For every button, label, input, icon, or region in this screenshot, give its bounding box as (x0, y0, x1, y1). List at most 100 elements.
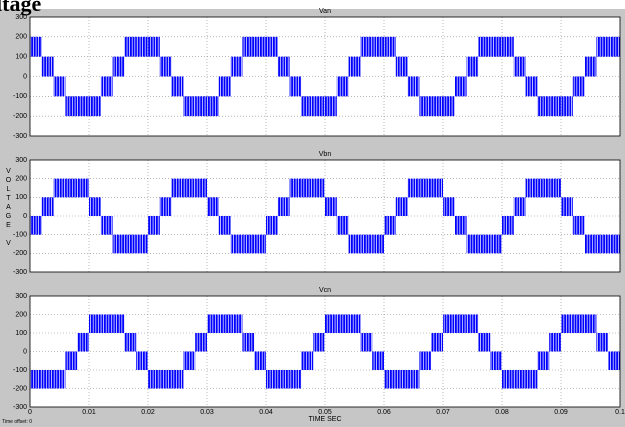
page-title: ltage (0, 0, 42, 16)
pwm-band (195, 178, 207, 198)
pwm-band (53, 370, 66, 389)
pwm-band (478, 234, 491, 254)
pwm-band (584, 56, 597, 77)
pwm-band (325, 96, 337, 117)
pwm-band (53, 76, 66, 97)
pwm-band (561, 96, 573, 117)
pwm-band (183, 178, 196, 198)
pwm-band (301, 96, 314, 117)
pwm-band (443, 96, 455, 117)
axes-frame (29, 159, 621, 273)
pwm-band (77, 96, 89, 117)
pwm-band (513, 370, 526, 389)
pwm-band (266, 216, 278, 235)
pwm-band (336, 216, 349, 235)
y-tick-label: 200 (15, 176, 27, 183)
pwm-band (313, 333, 325, 352)
pwm-band (537, 351, 550, 370)
pwm-band (407, 178, 420, 198)
pwm-band (100, 216, 113, 235)
pwm-band (513, 56, 526, 77)
pwm-band (277, 197, 290, 216)
x-tick-label: 0.08 (495, 409, 509, 416)
pwm-band (89, 314, 101, 333)
pwm-band (100, 314, 113, 333)
x-axis-label: TIME SEC (308, 416, 341, 423)
x-tick-label: 0 (28, 409, 32, 416)
pwm-band (348, 56, 361, 77)
pwm-band (584, 314, 597, 333)
pwm-band (549, 178, 561, 198)
pwm-band (77, 178, 89, 198)
pwm-band (395, 197, 408, 216)
x-tick-label: 0.09 (554, 409, 568, 416)
pwm-band (372, 36, 384, 57)
x-tick-label: 0.02 (141, 409, 155, 416)
pwm-band (254, 234, 266, 254)
pwm-band (395, 56, 408, 77)
pwm-band (443, 197, 455, 216)
pwm-band (513, 197, 526, 216)
pwm-band (395, 370, 408, 389)
y-axis-label: VOLTAGE V (5, 168, 12, 249)
pwm-band (159, 370, 172, 389)
pwm-band (572, 76, 585, 97)
pwm-band (89, 96, 101, 117)
y-tick-label: 200 (15, 311, 27, 318)
pwm-band (289, 178, 302, 198)
pwm-band (537, 96, 550, 117)
y-tick-label: -300 (13, 404, 27, 411)
pwm-band (65, 96, 78, 117)
pwm-band (549, 333, 561, 352)
pwm-band (148, 370, 160, 389)
pwm-band (584, 234, 597, 254)
pwm-band (183, 351, 196, 370)
pwm-band (301, 351, 314, 370)
pwm-band (384, 36, 396, 57)
pwm-band (490, 351, 502, 370)
x-tick-label: 0.1 (615, 409, 625, 416)
pwm-band (254, 351, 266, 370)
pwm-band (112, 56, 125, 77)
pwm-band (360, 36, 373, 57)
panel-title: Vbn (319, 151, 332, 158)
pwm-band (336, 76, 349, 97)
pwm-band (537, 178, 550, 198)
pwm-band (124, 36, 137, 57)
pwm-band (596, 36, 609, 57)
pwm-band (502, 216, 514, 235)
pwm-band (431, 333, 443, 352)
y-tick-label: 300 (15, 157, 27, 164)
y-tick-label: 100 (15, 194, 27, 201)
pwm-band (159, 56, 172, 77)
pwm-band (478, 36, 491, 57)
pwm-band (41, 197, 54, 216)
pwm-band (207, 96, 219, 117)
pwm-band (65, 178, 78, 198)
pwm-band (431, 178, 443, 198)
pwm-band (124, 333, 137, 352)
pwm-band (572, 314, 585, 333)
y-tick-label: 100 (15, 54, 27, 61)
pwm-band (466, 314, 479, 333)
pwm-band (596, 333, 609, 352)
x-tick-label: 0.06 (377, 409, 391, 416)
pwm-band (301, 178, 314, 198)
y-tick-label: 0 (23, 348, 27, 355)
pwm-band (360, 333, 373, 352)
y-tick-label: -200 (13, 250, 27, 257)
pwm-band (30, 370, 42, 389)
pwm-band (218, 314, 231, 333)
pwm-band (136, 36, 148, 57)
pwm-band (148, 216, 160, 235)
pwm-band (502, 370, 514, 389)
axes-frame (29, 295, 621, 408)
pwm-band (30, 216, 42, 235)
panel-title: Vcn (319, 287, 331, 294)
pwm-band (207, 314, 219, 333)
pwm-band (419, 96, 432, 117)
pwm-band (289, 76, 302, 97)
y-tick-label: -300 (13, 133, 27, 140)
pwm-band (218, 76, 231, 97)
